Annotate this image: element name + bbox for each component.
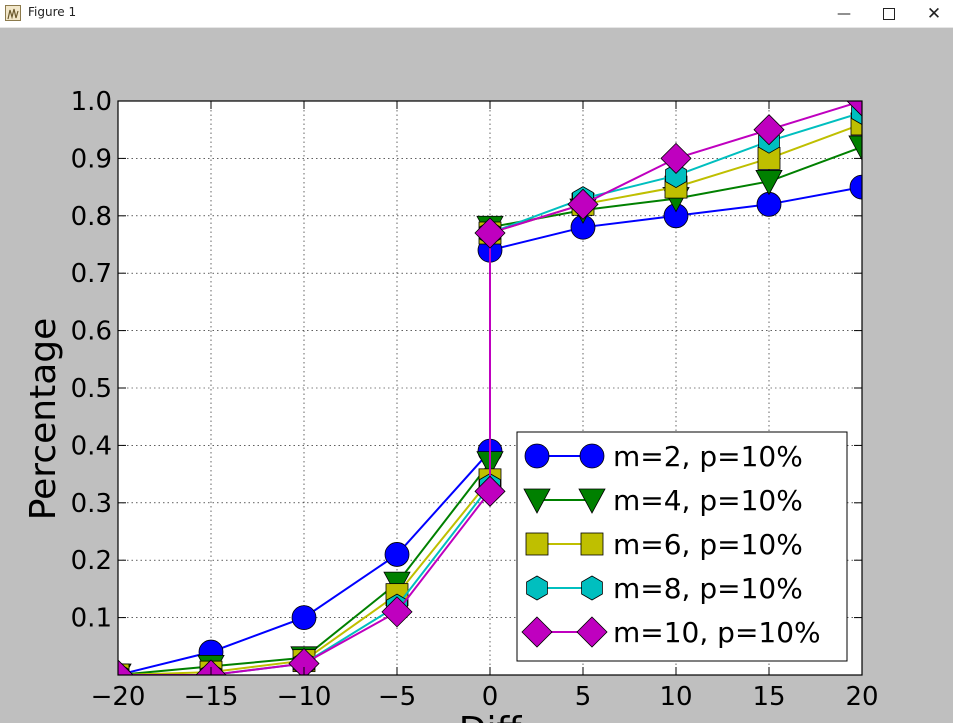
x-tick-label: −10 <box>277 682 332 712</box>
data-point <box>567 188 599 220</box>
data-point <box>381 596 413 628</box>
y-tick-label: 0.5 <box>71 374 112 404</box>
window-title: Figure 1 <box>28 5 77 19</box>
y-tick-label: 0.9 <box>71 144 112 174</box>
legend-marker <box>521 616 553 648</box>
legend: m=2, p=10% m=4, p=10% m=6, p=10% m=8, p=10%… <box>516 431 848 662</box>
x-tick-label: 15 <box>752 682 785 712</box>
legend-label: m=2, p=10% <box>613 440 803 473</box>
minimize-icon: — <box>837 5 851 22</box>
data-point <box>850 112 862 136</box>
data-point <box>849 174 862 200</box>
legend-label: m=4, p=10% <box>613 484 803 517</box>
x-tick-label: 20 <box>845 682 878 712</box>
legend-box <box>516 431 848 662</box>
x-tick-label: 0 <box>482 682 499 712</box>
legend-entry: m=4, p=10% <box>523 484 803 517</box>
data-point <box>753 114 785 146</box>
y-axis-label: Percentage <box>23 318 64 521</box>
window-titlebar: Figure 1 — ✕ <box>0 0 953 28</box>
x-tick-label: −20 <box>91 682 146 712</box>
maximize-icon <box>883 7 895 20</box>
legend-marker <box>578 488 606 514</box>
series-group <box>118 101 862 675</box>
legend-marker <box>576 616 608 648</box>
legend-entry: m=8, p=10% <box>526 572 803 605</box>
x-axis-label: Diff <box>459 710 523 723</box>
y-tick-label: 0.4 <box>71 431 112 461</box>
x-tick-label: 5 <box>575 682 592 712</box>
y-tick-label: 0.7 <box>71 259 112 289</box>
y-tick-label: 0.1 <box>71 604 112 634</box>
data-point <box>474 475 506 507</box>
legend-marker <box>524 443 550 469</box>
data-point <box>755 169 783 196</box>
legend-marker <box>523 488 551 514</box>
data-point <box>660 142 692 174</box>
legend-entry: m=6, p=10% <box>525 528 803 561</box>
legend-marker <box>526 575 548 601</box>
series-line <box>118 101 862 675</box>
data-point <box>756 191 782 217</box>
minimize-button[interactable]: — <box>822 0 866 27</box>
y-tick-label: 1.0 <box>71 87 112 117</box>
series-5 <box>118 101 862 675</box>
data-point <box>384 542 410 567</box>
y-tick-label: 0.2 <box>71 546 112 576</box>
legend-marker <box>579 443 605 469</box>
legend-marker <box>525 532 549 556</box>
legend-marker <box>581 575 603 601</box>
matplotlib-figure-icon <box>5 5 21 21</box>
ticks-group: −20 −15 −10 −5 0 5 10 15 20 0.1 0.2 0.3 0.4 0.5 0.6 0.7… <box>71 87 879 712</box>
x-tick-label: −15 <box>184 682 239 712</box>
figure-canvas: −20 −15 −10 −5 0 5 10 15 20 0.1 0.2 0.3 0.4 0.5 0.6 0.7… <box>23 87 879 723</box>
legend-label: m=6, p=10% <box>613 528 803 561</box>
close-button[interactable]: ✕ <box>912 0 953 27</box>
y-tick-label: 0.6 <box>71 317 112 347</box>
legend-entry: m=10, p=10% <box>521 616 821 649</box>
legend-label: m=8, p=10% <box>613 572 803 605</box>
y-tick-label: 0.3 <box>71 489 112 519</box>
x-tick-label: −5 <box>378 682 416 712</box>
y-tick-label: 0.8 <box>71 202 112 232</box>
data-point <box>846 101 862 117</box>
x-tick-label: 10 <box>659 682 692 712</box>
maximize-button[interactable] <box>867 0 911 27</box>
data-point <box>848 135 862 161</box>
legend-label: m=10, p=10% <box>613 616 821 649</box>
legend-entry: m=2, p=10% <box>524 440 803 473</box>
data-point <box>474 217 506 249</box>
data-point <box>118 659 134 675</box>
data-point <box>665 163 687 189</box>
close-icon: ✕ <box>926 3 942 24</box>
legend-marker <box>580 532 604 556</box>
data-point <box>291 605 317 630</box>
data-point <box>288 647 320 675</box>
